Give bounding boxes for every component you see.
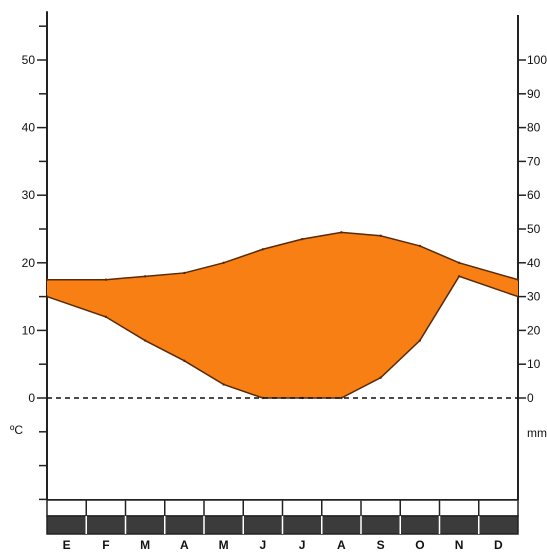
series-1-point [183,272,185,274]
left-tick-label: 50 [22,53,36,67]
right-tick-label: 0 [527,391,534,405]
series-1-point [517,279,519,281]
series-1-point [144,275,146,277]
series-1-point [458,262,460,264]
left-tick-label: 20 [22,256,36,270]
month-label: E [63,538,71,552]
right-axis-unit: mm [527,426,547,440]
right-tick-label: 50 [527,222,541,236]
right-tick-label: 30 [527,290,541,304]
series-1-point [262,248,264,250]
series-1-point [419,245,421,247]
month-label: M [219,538,229,552]
right-tick-label: 10 [527,357,541,371]
month-label: O [415,538,424,552]
left-tick-label: 10 [22,323,36,337]
month-label: D [494,538,503,552]
series-1-point [105,279,107,281]
series-1-point [46,279,48,281]
right-tick-label: 80 [527,121,541,135]
series-2-point [458,275,460,277]
right-tick-label: 90 [527,87,541,101]
left-tick-label: 0 [28,391,35,405]
month-label: A [337,538,346,552]
series-2-point [222,383,224,385]
month-label: S [377,538,385,552]
series-1-point [222,262,224,264]
month-label: J [299,538,306,552]
chart-area-layer [46,231,519,399]
month-label: A [180,538,189,552]
series-2-point [183,360,185,362]
month-label: F [102,538,109,552]
series-1-point [340,231,342,233]
right-tick-label: 100 [527,53,547,67]
month-label: J [260,538,267,552]
right-tick-label: 60 [527,188,541,202]
series-2-point [419,339,421,341]
series-1-point [301,238,303,240]
left-tick-label: 30 [22,188,36,202]
right-tick-label: 70 [527,154,541,168]
series-2-point [379,377,381,379]
series-2-point [105,316,107,318]
left-tick-label: 40 [22,121,36,135]
month-label: N [455,538,464,552]
right-tick-label: 40 [527,256,541,270]
month-band-layer [47,500,518,534]
series-2-point [144,339,146,341]
right-tick-label: 20 [527,323,541,337]
series-2-point [340,397,342,399]
series-1-point [379,235,381,237]
left-axis-unit: ºC [10,423,23,437]
month-label: M [140,538,150,552]
